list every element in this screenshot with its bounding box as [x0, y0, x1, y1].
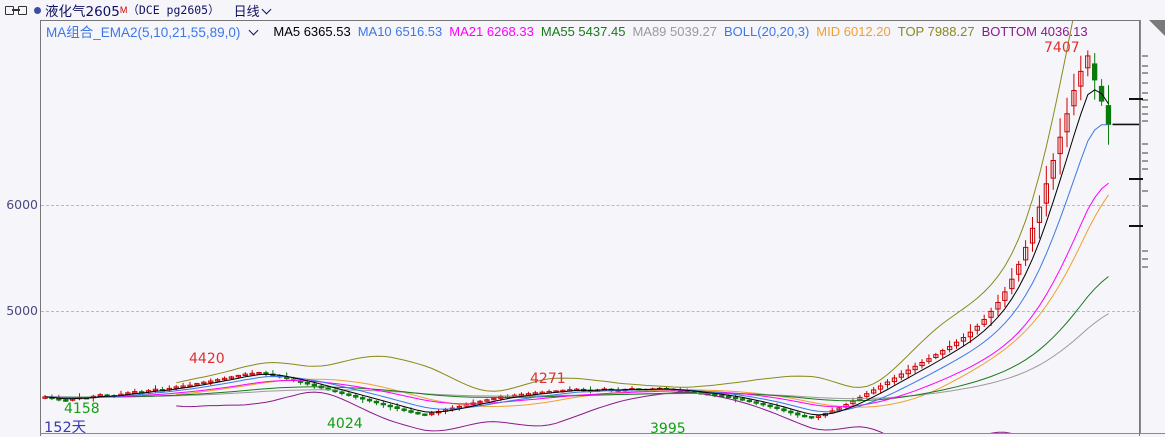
grid-line-6000 [41, 205, 1140, 206]
candlestick-plot[interactable] [41, 21, 1139, 433]
ruler-tick [1142, 82, 1148, 84]
indicator-name[interactable]: MA组合_EMA2(5,10,21,55,89,0) [46, 21, 266, 41]
indicator-label: MA组合_EMA2(5,10,21,55,89,0) [46, 25, 241, 40]
right-price-ruler[interactable] [1129, 20, 1165, 434]
ruler-tick [1142, 205, 1148, 207]
annotation-3995: 3995 [650, 421, 686, 437]
ruler-tick [1142, 168, 1148, 170]
legend-item-ma5: MA5 6365.53 [273, 23, 351, 39]
ruler-tick [1142, 266, 1148, 268]
legend-item-ma55: MA55 5437.45 [540, 23, 626, 39]
legend-item-bottom: BOTTOM 4036.13 [981, 23, 1088, 39]
candle-series [42, 50, 1112, 421]
legend-item-ma21: MA21 6268.33 [449, 23, 534, 39]
status-dot-icon [34, 6, 41, 14]
chart-bottom-border [40, 433, 1165, 434]
indicator-legend: MA组合_EMA2(5,10,21,55,89,0) MA5 6365.53 MA… [46, 21, 1102, 41]
legend-items: MA5 6365.53 MA10 6516.53 MA21 6268.33 MA55 … [273, 24, 1094, 39]
annotation-4420: 4420 [189, 351, 225, 367]
title-bar: 液化气2605 M （DCE pg2605） 日线 [0, 0, 1165, 20]
ruler-tick-major [1129, 98, 1143, 100]
legend-item-boll-20-20-3-: BOLL(20,20,3) [724, 23, 810, 39]
legend-item-ma10: MA10 6516.53 [357, 23, 443, 39]
legend-item-top: TOP 7988.27 [897, 23, 975, 39]
ruler-tick [1142, 55, 1148, 57]
ruler-tick [1142, 160, 1148, 162]
ruler-tick [1142, 258, 1148, 260]
link-icon[interactable] [5, 5, 27, 15]
ma21-line [44, 182, 1109, 408]
boll-top-line [176, 21, 1074, 392]
annotation-4158: 4158 [64, 401, 100, 417]
annotation-152天: 152天 [44, 420, 87, 436]
ruler-tick [1142, 152, 1148, 154]
legend-item-mid: MID 6012.20 [816, 23, 891, 39]
chevron-down-icon[interactable] [263, 5, 272, 14]
ruler-tick [1142, 92, 1148, 94]
ruler-tick [1142, 120, 1148, 122]
boll-bottom-line [176, 391, 1012, 433]
ruler-tick [1142, 106, 1148, 108]
ruler-tick [1142, 190, 1148, 192]
ruler-tick-major [1129, 225, 1143, 227]
symbol-superscript: M [119, 5, 128, 15]
ruler-tick-major [1129, 178, 1143, 180]
ruler-tick [1142, 99, 1148, 101]
ma10-line [44, 124, 1109, 413]
period-label: 日线 [233, 3, 260, 19]
price-tick-5000: 5000 [6, 303, 38, 318]
resize-corner-icon[interactable] [1149, 20, 1165, 36]
symbol-exchange-code: （DCE pg2605） [127, 3, 220, 17]
annotation-4271: 4271 [530, 371, 566, 387]
annotation-4024: 4024 [327, 416, 363, 432]
ma5-line [44, 89, 1109, 416]
annotation-7407: 7407 [1044, 40, 1080, 56]
legend-item-ma89: MA89 5039.27 [632, 23, 718, 39]
symbol-name[interactable]: 液化气2605 [45, 4, 120, 20]
ruler-tick [1142, 113, 1148, 115]
grid-line-5000 [41, 311, 1140, 312]
ruler-tick [1142, 65, 1148, 67]
chart-plot-frame [40, 20, 1140, 436]
ruler-tick [1142, 72, 1148, 74]
boll-mid-line [176, 194, 1109, 408]
ruler-tick [1142, 143, 1148, 145]
price-tick-6000: 6000 [6, 197, 38, 212]
period-selector[interactable]: 日线 [234, 1, 272, 20]
ruler-tick [1142, 250, 1148, 252]
